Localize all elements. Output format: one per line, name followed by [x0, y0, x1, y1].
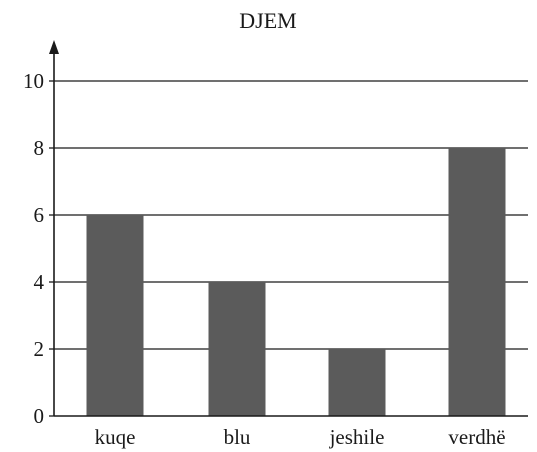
x-category-label: blu: [224, 425, 251, 449]
x-category-labels: kuqe blu jeshile verdhë: [95, 425, 506, 449]
axes: [49, 40, 528, 417]
y-tick-label: 6: [34, 203, 45, 227]
y-tick-label: 0: [34, 404, 45, 428]
y-tick-label: 10: [23, 69, 44, 93]
y-tick-label: 2: [34, 337, 45, 361]
y-tick-label: 8: [34, 136, 45, 160]
y-tick-labels: 0 2 4 6 8 10: [23, 69, 45, 428]
bar-jeshile: [328, 349, 386, 416]
x-category-label: verdhë: [448, 425, 505, 449]
x-category-label: jeshile: [329, 425, 385, 449]
y-tick-label: 4: [34, 270, 45, 294]
bar-verdhë: [448, 148, 506, 416]
chart-title: DJEM: [239, 8, 296, 33]
x-category-label: kuqe: [95, 425, 136, 449]
y-axis-arrow-icon: [49, 40, 59, 54]
bar-blu: [208, 282, 266, 416]
bar-kuqe: [86, 215, 144, 416]
bars: [86, 148, 506, 416]
